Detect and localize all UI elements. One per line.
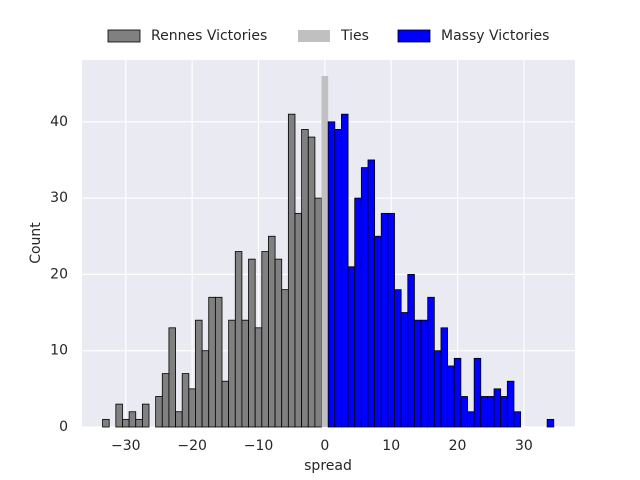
bar [387, 212, 395, 428]
bar [141, 403, 150, 428]
bar [301, 129, 309, 428]
x-tick-label: 30 [515, 438, 533, 454]
bar [341, 113, 349, 428]
bar [115, 403, 123, 428]
bar [307, 136, 316, 428]
bar [447, 365, 455, 428]
x-tick-label: 10 [382, 438, 400, 454]
bar [460, 396, 468, 428]
x-tick-label: −30 [111, 438, 141, 454]
bar [128, 411, 137, 428]
bar [214, 296, 223, 428]
bar [274, 258, 283, 428]
bar [314, 197, 322, 428]
bar [175, 411, 183, 428]
bar [321, 76, 329, 428]
bar [168, 327, 176, 428]
bar [135, 418, 143, 428]
bar [334, 129, 342, 428]
bar [161, 373, 170, 428]
x-axis-label: spread [304, 458, 352, 474]
legend-swatch [298, 30, 330, 42]
bar [281, 289, 289, 428]
bar [248, 258, 256, 428]
bar [374, 235, 382, 428]
bar [181, 373, 190, 428]
bar [506, 380, 515, 428]
bar [102, 418, 110, 428]
bar [380, 212, 389, 428]
bar [467, 411, 475, 428]
bar [453, 357, 462, 428]
bar [221, 380, 230, 428]
bar [480, 396, 488, 428]
bar [188, 388, 196, 428]
bar [493, 388, 502, 428]
x-tick-label: −20 [177, 438, 207, 454]
y-tick-label: 20 [50, 266, 68, 282]
bar [420, 319, 429, 428]
bar [254, 327, 263, 428]
y-tick-label: 10 [50, 343, 68, 359]
bar [287, 113, 296, 428]
y-tick-label: 30 [50, 190, 68, 206]
bar [354, 197, 362, 428]
x-tick-label: −10 [244, 438, 274, 454]
bar [360, 167, 369, 428]
bar [261, 251, 269, 428]
bar [268, 235, 276, 428]
bar [195, 319, 203, 428]
legend-label: Rennes Victories [151, 28, 267, 44]
bar [241, 319, 249, 428]
y-axis-label: Count [28, 222, 44, 264]
legend-label: Massy Victories [441, 28, 549, 44]
legend-swatch [107, 29, 141, 43]
bar [327, 121, 336, 428]
x-tick-label: 0 [320, 438, 329, 454]
bar [427, 296, 435, 428]
bar [347, 266, 356, 428]
x-tick-label: 20 [449, 438, 467, 454]
bar [473, 357, 482, 428]
legend-label: Ties [340, 28, 369, 44]
bar [394, 289, 402, 428]
y-tick-label: 0 [59, 419, 68, 435]
bar [513, 411, 521, 428]
bar [546, 418, 555, 428]
bar [487, 396, 495, 428]
bar [201, 350, 210, 428]
bar [228, 319, 236, 428]
bar [407, 274, 415, 428]
bar [400, 312, 409, 428]
bar [294, 212, 303, 428]
bar [234, 251, 243, 428]
bar [440, 327, 449, 428]
bar [433, 350, 442, 428]
legend-swatch [397, 29, 431, 43]
bar [500, 396, 508, 428]
y-tick-label: 40 [50, 114, 68, 130]
bar [155, 396, 163, 428]
bar [122, 418, 130, 428]
bar [367, 159, 376, 428]
bar [208, 296, 216, 428]
bar [414, 319, 422, 428]
